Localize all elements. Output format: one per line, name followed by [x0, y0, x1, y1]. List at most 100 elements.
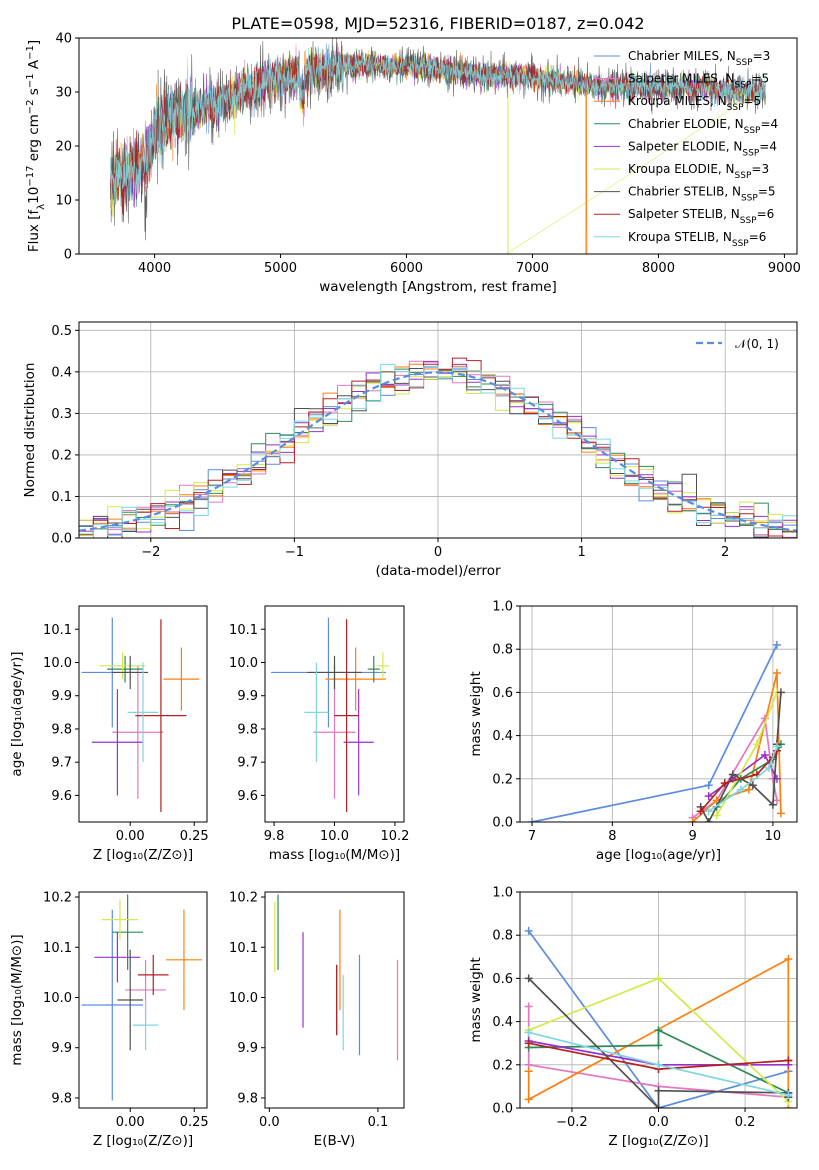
y-tick-label: 0.8	[492, 929, 513, 944]
mass-vs-z-panel: 0.00 0.25 9.8 9.9 10.0 10.1 10.2 Z [log₁₀(Z/Z⊙)…	[9, 891, 209, 1149]
series-marker-kroupa-miles	[524, 1067, 533, 1076]
legend-entry-kroupa-stelib: Kroupa STELIB, NSSP=6	[628, 230, 766, 249]
y-tick-label: 0.2	[492, 1058, 513, 1073]
x-tick-label: 2	[721, 545, 729, 560]
legend-text-tail: =5	[751, 72, 769, 86]
series-marker-chabrier-stelib	[728, 770, 737, 779]
plot-area	[110, 38, 766, 254]
series-marker-kroupa-stelib	[654, 1060, 663, 1069]
y-tick-label: 10.0	[229, 991, 258, 1006]
y-tick-label: 10.0	[43, 991, 72, 1006]
y-tick-label: 9.9	[51, 689, 72, 704]
x-axis-label: Z [log₁₀(Z/Z⊙)]	[93, 847, 193, 863]
y-axis-label: mass [log₁₀(M/M⊙)]	[9, 934, 25, 1065]
normal-curve	[79, 371, 797, 532]
legend-entry-salpeter-miles: Salpeter MILES, NSSP=5	[628, 72, 769, 91]
y-tick-label: 9.7	[237, 756, 258, 771]
legend-subscript: SSP	[732, 239, 749, 249]
y-tick-label: 0.0	[492, 1102, 513, 1117]
y-tick-label: 10.1	[43, 941, 72, 956]
series-marker-salpeter-stelib	[784, 1056, 793, 1065]
y-tick-label: 0.6	[492, 686, 513, 701]
y-tick-label: 0.4	[492, 729, 513, 744]
errorbar-salpeter-miles	[112, 665, 164, 799]
series-marker-salpeter-stelib	[720, 779, 729, 788]
legend-subscript: SSP	[740, 216, 757, 226]
series-marker-kroupa-stelib	[736, 785, 745, 794]
errorbar-salpeter-elodie	[94, 932, 141, 983]
series-marker-kroupa-stelib	[524, 1028, 533, 1037]
series-marker-chabrier-miles	[704, 781, 713, 790]
y-tick-label: 10.1	[229, 623, 258, 638]
errorbar-chabrier-miles	[81, 909, 143, 1101]
y-axis-label-part: s	[26, 88, 42, 99]
x-tick-label: 10.0	[320, 829, 349, 844]
series-marker-kroupa-stelib	[704, 807, 713, 816]
series-line-chabrier-elodie	[528, 1028, 789, 1094]
y-tick-label: 0.0	[51, 532, 72, 547]
legend-text: Salpeter MILES, N	[628, 72, 735, 86]
legend-entry-kroupa-elodie: Kroupa ELODIE, NSSP=3	[628, 162, 769, 181]
series-marker-chabrier-miles	[528, 818, 537, 822]
axes-frame	[264, 891, 405, 1109]
plot-area	[81, 894, 202, 1101]
y-tick-label: 0.2	[51, 448, 72, 463]
y-tick-label: 10.0	[43, 656, 72, 671]
plot-area	[271, 617, 389, 813]
mass-weight-vs-z-panel: −0.2 0.0 0.2 0.0 0.2 0.4 0.6 0.8 1.0 Z [log₁₀(Z/Z…	[468, 886, 798, 1149]
x-tick-label: −1	[285, 545, 304, 560]
x-tick-label: 6000	[390, 261, 423, 276]
y-tick-label: 20	[55, 140, 72, 155]
y-axis-label: Flux [fλ10−17 erg cm−2 s−1 A−1]	[25, 40, 47, 252]
plot-area	[528, 640, 785, 822]
series-line-chabrier-miles	[528, 930, 789, 1108]
y-axis-label: Normed distribution	[22, 363, 38, 498]
y-axis-label-part: erg cm	[26, 114, 42, 165]
legend-subscript: SSP	[727, 103, 744, 113]
legend-text-tail: =6	[757, 207, 775, 221]
y-axis-label: mass weight	[468, 671, 484, 756]
y-tick-label: 10	[55, 194, 72, 209]
series-marker-salpeter-miles	[772, 796, 781, 805]
series-marker-salpeter-elodie	[704, 792, 713, 801]
errorbar-chabrier-stelib	[307, 655, 362, 690]
y-tick-label: 0.4	[492, 1015, 513, 1030]
series-marker-chabrier-elodie	[654, 1041, 663, 1050]
series-marker-kroupa-miles	[688, 818, 697, 822]
legend-entry-chabrier-elodie: Chabrier ELODIE, NSSP=4	[628, 117, 778, 136]
series-marker-kroupa-miles	[784, 954, 793, 963]
plot-area	[79, 357, 797, 538]
x-tick-label: 5000	[264, 261, 297, 276]
y-axis-label-part: −1	[25, 45, 36, 60]
errorbar-kroupa-stelib	[127, 662, 159, 763]
series-marker-chabrier-stelib	[654, 1086, 663, 1095]
x-tick-label: 0.00	[116, 1115, 145, 1130]
x-tick-label: 8	[608, 829, 616, 844]
x-axis-label: mass [log₁₀(M/M⊙)]	[269, 847, 400, 863]
legend-text: Chabrier MILES, N	[628, 49, 736, 63]
axes-frame	[78, 605, 208, 823]
series-marker-kroupa-miles	[744, 785, 753, 794]
legend-subscript: SSP	[735, 81, 752, 91]
y-tick-label: 10.2	[43, 891, 72, 906]
legend-subscript: SSP	[736, 58, 753, 68]
legend-subscript: SSP	[742, 148, 759, 158]
x-tick-label: 0.25	[180, 1115, 209, 1130]
y-tick-label: 10.2	[229, 891, 258, 906]
errorbar-kroupa-elodie	[102, 899, 138, 940]
mass-vs-ebv-panel: 0.0 0.1 9.8 9.9 10.0 10.1 10.2 E(B-V)	[229, 891, 405, 1149]
y-axis-label: mass weight	[468, 957, 484, 1042]
y-axis-label-part: ]	[26, 40, 42, 45]
legend-entry-normal: 𝒩(0, 1)	[735, 337, 779, 351]
errorbar-kroupa-miles	[163, 647, 200, 711]
errorbar-salpeter-stelib	[334, 619, 359, 813]
series-marker-kroupa-elodie	[712, 811, 721, 820]
x-axis-label: Z [log₁₀(Z/Z⊙)]	[93, 1133, 193, 1149]
legend-text: Salpeter STELIB, N	[628, 207, 740, 221]
legend-subscript: SSP	[741, 194, 758, 204]
figure-title: PLATE=0598, MJD=52316, FIBERID=0187, z=0…	[231, 14, 644, 33]
x-tick-label: 10	[765, 829, 782, 844]
errorbar-chabrier-stelib	[112, 655, 149, 690]
x-tick-label: −0.2	[556, 1115, 588, 1130]
